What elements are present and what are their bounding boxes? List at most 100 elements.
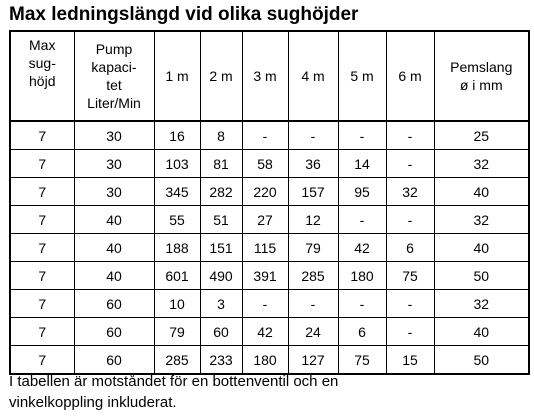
cell: 490	[199, 261, 243, 290]
cell: 7	[9, 317, 75, 346]
cell: 7	[9, 345, 75, 375]
cell: 40	[73, 233, 155, 262]
cell: 103	[153, 149, 201, 178]
cell: 282	[199, 177, 243, 206]
cell: 14	[337, 149, 387, 178]
table-row: 7 60 285 233 180 127 75 15 50	[9, 345, 530, 375]
header-cell: 1 m	[153, 30, 201, 122]
cell: 81	[199, 149, 243, 178]
cell: 7	[9, 233, 75, 262]
header-line: 5 m	[350, 68, 374, 84]
cell: 32	[433, 205, 530, 234]
title: Max ledningslängd vid olika sughöjder	[9, 4, 359, 25]
cell: -	[385, 149, 435, 178]
cell: 75	[385, 261, 435, 290]
header-cell: 6 m	[385, 30, 435, 122]
cell: 60	[73, 317, 155, 346]
header-line: Max	[29, 37, 56, 53]
header-cell: Pump kapaci-tet Liter/Min	[73, 30, 155, 122]
table: Max sug-höjd Pump kapaci-tet Liter/Min 1 m 2 m…	[9, 30, 530, 375]
cell: 75	[337, 345, 387, 375]
header-line: Liter/Min	[87, 95, 141, 111]
cell: 233	[199, 345, 243, 375]
table-row: 7 40 55 51 27 12- -32	[9, 205, 530, 234]
header-line: 6 m	[398, 68, 422, 84]
header-line: Pemslang	[450, 59, 513, 75]
cell: 115	[241, 233, 289, 262]
cell: 60	[73, 289, 155, 318]
header-line: kapaci-	[91, 59, 137, 75]
cell: -	[337, 205, 387, 234]
cell: 40	[73, 261, 155, 290]
cell: 30	[73, 177, 155, 206]
cell: -	[287, 289, 339, 318]
table-body: 7 30 16 8- - - -25 7 30 103 81 58 36 14-32 7 30 345 282 22…	[9, 120, 530, 375]
cell: 42	[337, 233, 387, 262]
header-cell: 4 m	[287, 30, 339, 122]
cell: 220	[241, 177, 289, 206]
cell: 27	[241, 205, 289, 234]
cell: 7	[9, 149, 75, 178]
cell: 7	[9, 120, 75, 150]
cell: 285	[153, 345, 201, 375]
cell: 79	[287, 233, 339, 262]
header-cell: 3 m	[241, 30, 289, 122]
cell: 40	[73, 205, 155, 234]
footnote-line: I tabellen är motståndet för en bottenve…	[9, 373, 339, 390]
header-cell: Max sug-höjd	[9, 30, 75, 122]
cell: 7	[9, 261, 75, 290]
cell: 24	[287, 317, 339, 346]
cell: -	[337, 289, 387, 318]
cell: 60	[73, 345, 155, 375]
cell: 55	[153, 205, 201, 234]
table-row: 7 40 188 151 115 79 42 6 40	[9, 233, 530, 262]
table-row: 7 60 79 60 42 24 6-40	[9, 317, 530, 346]
cell: 30	[73, 149, 155, 178]
cell: 50	[433, 261, 530, 290]
cell: 42	[241, 317, 289, 346]
cell: 7	[9, 177, 75, 206]
header-cell: 2 m	[199, 30, 243, 122]
cell: -	[385, 120, 435, 150]
footnote: I tabellen är motståndet för en bottenve…	[9, 371, 338, 413]
cell: 188	[153, 233, 201, 262]
cell: 16	[153, 120, 201, 150]
cell: -	[241, 120, 289, 150]
cell: 157	[287, 177, 339, 206]
header-line: 3 m	[253, 68, 277, 84]
table-row: 7 30 345 282 220 157 95 32 40	[9, 177, 530, 206]
cell: 10	[153, 289, 201, 318]
cell: 32	[385, 177, 435, 206]
cell: -	[287, 120, 339, 150]
cell: -	[337, 120, 387, 150]
cell: 6	[337, 317, 387, 346]
cell: 25	[433, 120, 530, 150]
cell: 285	[287, 261, 339, 290]
footnote-line: vinkelkoppling inkluderat.	[9, 394, 177, 411]
cell: 7	[9, 289, 75, 318]
cell: 7	[9, 205, 75, 234]
cell: 58	[241, 149, 289, 178]
header-row: Max sug-höjd Pump kapaci-tet Liter/Min 1 m 2 m…	[9, 30, 530, 122]
table-row: 7 30 16 8- - - -25	[9, 120, 530, 150]
cell: 6	[385, 233, 435, 262]
cell: 36	[287, 149, 339, 178]
cell: 345	[153, 177, 201, 206]
header-line: 1 m	[165, 68, 189, 84]
cell: 79	[153, 317, 201, 346]
cell: 3	[199, 289, 243, 318]
cell: 32	[433, 289, 530, 318]
cell: 12	[287, 205, 339, 234]
cell: 40	[433, 177, 530, 206]
header-line: 4 m	[301, 68, 325, 84]
cell: 180	[337, 261, 387, 290]
cell: 95	[337, 177, 387, 206]
cell: 40	[433, 233, 530, 262]
cell: 30	[73, 120, 155, 150]
cell: 40	[433, 317, 530, 346]
cell: 151	[199, 233, 243, 262]
cell: 391	[241, 261, 289, 290]
cell: 127	[287, 345, 339, 375]
cell: -	[385, 289, 435, 318]
cell: -	[241, 289, 289, 318]
